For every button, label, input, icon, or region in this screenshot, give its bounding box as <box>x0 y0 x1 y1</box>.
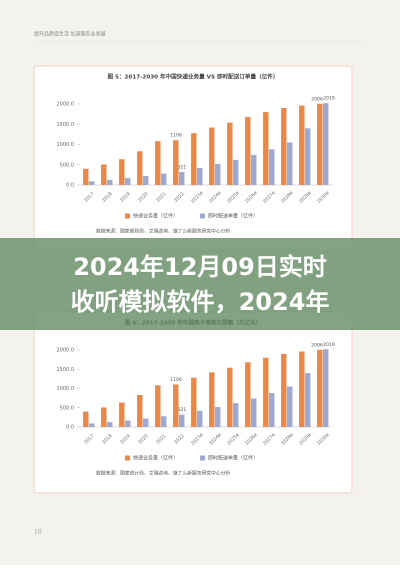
y-tick-label: 1000.0 <box>57 142 75 148</box>
legend-label: 快递业务量（亿件） <box>133 213 178 220</box>
bar <box>269 149 275 185</box>
banner-line: 收听模拟软件，2024年 <box>71 288 330 316</box>
data-label: 1106 <box>170 133 182 139</box>
bar <box>233 403 239 427</box>
bar <box>269 393 275 427</box>
chart-source: 数据来源：国家统计局、艾瑞咨询、饿了么新服务研究中心分析 <box>96 470 231 477</box>
bar <box>125 420 131 427</box>
bar <box>179 414 185 427</box>
bar <box>317 349 323 427</box>
bar <box>317 103 323 185</box>
bar <box>245 116 251 185</box>
y-tick-label: 2000.0 <box>57 102 75 108</box>
bar <box>209 127 215 185</box>
bar <box>305 373 311 427</box>
bar <box>323 103 329 185</box>
y-tick-label: 2000.0 <box>57 348 75 354</box>
bar <box>83 411 89 427</box>
bar <box>173 384 179 427</box>
chart-title: 图 5：2017-2030 年中国快递业务量 VS 即时配送订单量（亿件） <box>108 73 279 81</box>
y-tick-label: 1500.0 <box>57 122 75 128</box>
bar <box>119 402 125 427</box>
bar <box>125 178 131 185</box>
data-label: 321 <box>178 164 187 170</box>
y-tick-label: 1500.0 <box>57 367 75 373</box>
bar <box>233 159 239 185</box>
data-label: 1106 <box>170 377 182 383</box>
y-tick-label: 0.0 <box>66 183 74 189</box>
bar <box>107 179 113 185</box>
bar <box>197 167 203 185</box>
data-label: 2006 <box>311 96 323 102</box>
data-label: 2019 <box>323 342 335 348</box>
y-tick-label: 500.0 <box>60 162 74 168</box>
bar <box>143 176 149 185</box>
bar <box>161 173 167 185</box>
bar <box>89 423 95 427</box>
bar <box>179 171 185 185</box>
bar <box>305 128 311 185</box>
legend-swatch <box>125 455 130 461</box>
bar <box>101 164 107 185</box>
bar <box>281 353 287 427</box>
bar <box>287 386 293 427</box>
bar <box>137 394 143 427</box>
bar <box>215 406 221 427</box>
legend-label: 快递业务量（亿件） <box>133 455 178 462</box>
bar <box>287 142 293 185</box>
chart: 图 6：2017-2030 年中国电子商务交易额（万亿元）0.0500.0100… <box>33 311 353 494</box>
legend-swatch <box>200 455 205 461</box>
bar <box>173 140 179 185</box>
y-tick-label: 1000.0 <box>57 386 75 392</box>
bar <box>251 155 257 185</box>
bar <box>245 362 251 427</box>
bar <box>191 133 197 185</box>
bar <box>263 112 269 185</box>
bar <box>263 357 269 427</box>
banner <box>0 238 400 330</box>
chart-source: 数据来源：国家邮政局、艾瑞咨询、饿了么新服务研究中心分析 <box>96 228 231 235</box>
bar <box>137 151 143 185</box>
legend-label: 即时配送单量（亿件） <box>208 455 258 462</box>
bar <box>227 122 233 185</box>
bar <box>191 377 197 427</box>
y-tick-label: 0.0 <box>66 425 74 431</box>
bar <box>83 168 89 185</box>
legend-swatch <box>200 213 205 219</box>
charts: 图 5：2017-2030 年中国快递业务量 VS 即时配送订单量（亿件） 0.0… <box>33 65 353 494</box>
bar <box>161 416 167 427</box>
bar <box>143 418 149 427</box>
bar <box>119 159 125 185</box>
bar <box>323 349 329 427</box>
bar <box>197 410 203 427</box>
page-number: 10 <box>34 529 42 536</box>
running-title: 提升品质促生活 加速服务业发展 <box>34 31 106 38</box>
bar <box>155 141 161 185</box>
data-label: 2006 <box>311 342 323 348</box>
bar <box>215 163 221 185</box>
banner-line: 2024年12月09日实时 <box>73 253 327 281</box>
bar <box>107 422 113 427</box>
bar <box>209 372 215 427</box>
data-label: 2019 <box>323 96 335 102</box>
bar <box>89 181 95 185</box>
legend-swatch <box>125 213 130 219</box>
bar <box>155 385 161 427</box>
chart: 图 5：2017-2030 年中国快递业务量 VS 即时配送订单量（亿件） 0.0… <box>33 65 353 252</box>
y-tick-label: 500.0 <box>60 405 74 411</box>
legend-label: 即时配送单量（亿件） <box>208 213 258 220</box>
bar <box>227 367 233 427</box>
bar <box>251 398 257 427</box>
bar <box>101 407 107 427</box>
data-label: 321 <box>178 407 187 413</box>
bar <box>299 105 305 185</box>
bar <box>299 351 305 427</box>
bar <box>281 108 287 185</box>
